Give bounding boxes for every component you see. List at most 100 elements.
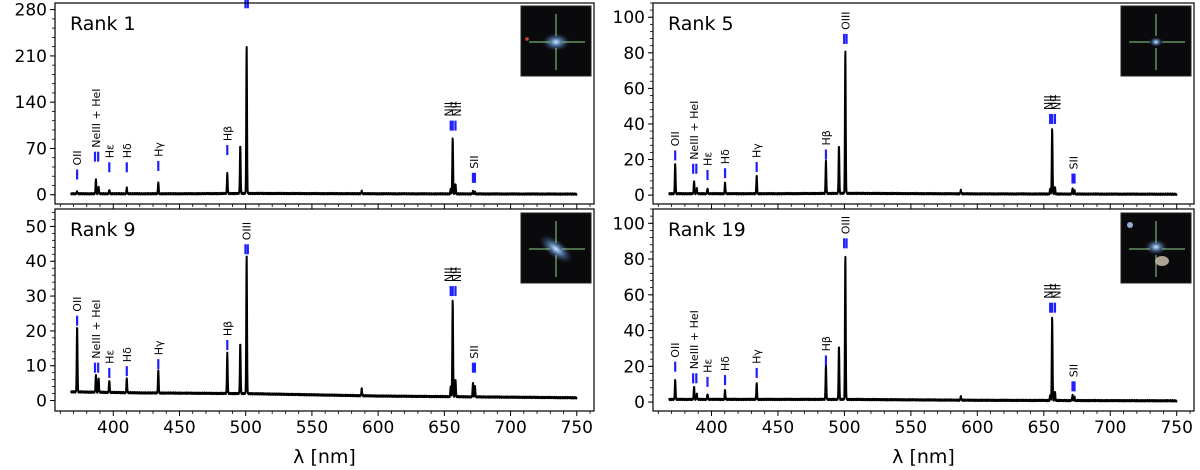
axes-frame [54,208,595,412]
x-tick-label: 500 [828,418,860,438]
emission-line-label: Hε [103,144,116,158]
emission-line-label: NeIII + HeI [688,101,701,160]
y-tick-label: 80 [623,44,645,64]
emission-line-label: NII [443,102,456,117]
emission-line-label: Hβ [820,130,833,145]
emission-line-label: Hδ [719,149,732,164]
galaxy-glow [542,33,570,51]
emission-line-label: Hα [1046,283,1059,299]
spectrum-line [668,255,1178,403]
y-tick-label: 20 [623,151,645,171]
emission-line-label: SII [1068,156,1081,169]
emission-line-label: Hβ [820,336,833,351]
emission-line-label: Hα [447,267,460,283]
axes-frame [652,2,1195,205]
x-tick-label: 550 [296,418,328,438]
spectrum-line [70,255,578,400]
galaxy-thumbnail [1120,5,1192,77]
y-tick-label: 30 [25,287,47,307]
emission-line-label: Hδ [121,347,134,362]
emission-line-label: OII [71,297,84,312]
y-tick-label: 80 [623,250,645,270]
x-axis-label: λ [nm] [293,446,356,468]
emission-line-label: NeIII + HeI [688,310,701,369]
emission-line-label: OIII [839,12,852,30]
x-tick-label: 550 [895,418,927,438]
thumbnail-border [520,5,592,77]
y-tick-label: 0 [36,186,47,206]
galaxy-glow [1149,37,1163,47]
x-tick-label: 650 [1028,418,1060,438]
y-tick-label: 0 [634,186,645,206]
x-tick-label: 650 [428,418,460,438]
x-tick-label: 400 [97,418,129,438]
spectrum-panel-3: OII NeIII + HeI Hε Hδ HγHβOIIINIIHαNIISII400… [25,208,595,468]
emission-line-label: Hε [702,359,715,373]
star-dot [1127,222,1133,228]
emission-line-label: NII [1051,95,1064,110]
x-tick-label: 700 [1094,418,1126,438]
y-tick-label: 140 [15,93,47,113]
emission-line-label: Hδ [121,143,134,158]
emission-line-label: Hγ [751,143,764,158]
emission-line-label: SII [468,345,481,358]
emission-line-label: NeIII + HeI [90,88,103,147]
galaxy-thumbnail [520,5,592,77]
emission-line-label: Hε [702,152,715,166]
y-tick-label: 20 [623,357,645,377]
x-tick-label: 400 [695,418,727,438]
emission-line-label: OIII [839,216,852,234]
galaxy-thumbnail [520,212,592,284]
spectrum-line [668,50,1178,196]
emission-line-label: Hε [103,350,116,364]
emission-line-label: OII [669,343,682,358]
y-tick-label: 40 [25,252,47,272]
y-tick-label: 210 [15,47,47,67]
y-tick-label: 100 [613,8,645,28]
emission-line-label: Hγ [751,349,764,364]
rank-label: Rank 19 [668,219,746,241]
emission-line-label: NII [1042,95,1055,110]
emission-line-label: OII [669,131,682,146]
x-tick-label: 750 [1160,418,1192,438]
emission-line-label: NII [443,267,456,282]
emission-line-label: Hα [447,101,460,117]
rank-label: Rank 9 [70,219,136,241]
y-tick-label: 60 [623,79,645,99]
star-dot [525,37,529,41]
emission-line-label: NII [1051,284,1064,299]
emission-line-label: OII [71,150,84,165]
galaxy-thumbnail [1120,212,1192,284]
y-tick-label: 70 [25,139,47,159]
thumbnail-border [1120,5,1192,77]
x-tick-label: 450 [163,418,195,438]
y-tick-label: 40 [623,115,645,135]
companion-galaxy [1155,256,1169,266]
rank-label: Rank 1 [70,13,136,35]
spectrum-line [70,45,578,196]
emission-line-label: Hβ [221,321,234,336]
emission-line-label: Hγ [152,142,165,157]
x-tick-label: 600 [961,418,993,438]
emission-line-label: NII [1042,284,1055,299]
emission-line-label: SII [1068,364,1081,377]
emission-line-label: Hα [1046,94,1059,110]
emission-line-label: Hδ [719,356,732,371]
x-tick-label: 700 [494,418,526,438]
axes-frame [54,2,595,205]
x-tick-label: 600 [362,418,394,438]
y-tick-label: 50 [25,217,47,237]
galaxy-glow [1145,239,1167,255]
emission-line-label: OIII [241,222,254,240]
y-tick-label: 0 [36,392,47,412]
y-tick-label: 40 [623,322,645,342]
y-tick-label: 20 [25,322,47,342]
emission-line-label: Hγ [152,340,165,355]
y-tick-label: 100 [613,214,645,234]
emission-line-label: NeIII + HeI [90,299,103,358]
galaxy-glow [539,234,573,264]
